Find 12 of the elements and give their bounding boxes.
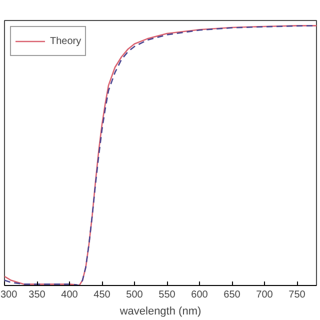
x-tick-label: 500	[126, 290, 144, 300]
x-tick-label: 400	[61, 290, 78, 300]
x-tick-label: 550	[158, 290, 176, 300]
x-tick-label: 750	[288, 290, 306, 300]
x-tick-label: 300	[0, 290, 18, 300]
x-tick-label: 650	[224, 290, 241, 300]
x-tick-label: 600	[191, 290, 208, 300]
x-axis-title: wavelength (nm)	[118, 306, 202, 318]
legend-label: Theory	[50, 36, 82, 46]
x-tick-label: 450	[94, 290, 111, 300]
x-tick-label: 350	[28, 290, 46, 300]
x-tick-label: 700	[256, 290, 274, 300]
